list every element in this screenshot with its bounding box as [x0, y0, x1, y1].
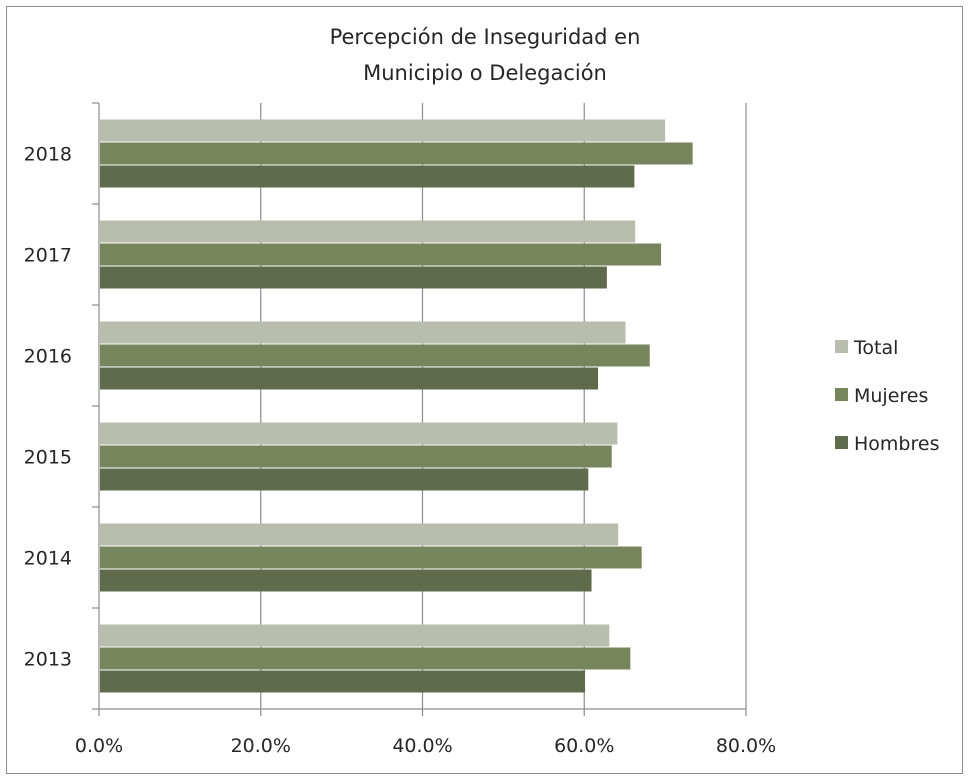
legend-swatch-total [835, 340, 848, 353]
x-tick-label: 40.0% [392, 735, 452, 757]
bar-total-2016 [100, 321, 626, 344]
bar-hombres-2013 [100, 670, 586, 693]
bar-mujeres-2018 [100, 142, 693, 165]
chart-title-line-2: Municipio o Delegación [363, 61, 607, 85]
y-tick-label: 2015 [24, 447, 72, 469]
chart-title-line-1: Percepción de Inseguridad en [330, 25, 641, 49]
legend-label-mujeres: Mujeres [854, 385, 928, 407]
y-tick-label: 2013 [24, 649, 72, 671]
bar-hombres-2016 [100, 367, 598, 390]
bar-total-2013 [100, 624, 610, 647]
bar-hombres-2018 [100, 165, 635, 188]
legend-label-hombres: Hombres [854, 433, 939, 455]
x-tick-label: 80.0% [716, 735, 776, 757]
bar-hombres-2017 [100, 266, 607, 289]
bar-hombres-2015 [100, 468, 589, 491]
bar-total-2018 [100, 119, 666, 142]
legend: Total Mujeres Hombres [835, 337, 939, 455]
y-tick-label: 2016 [24, 346, 72, 368]
legend-label-total: Total [853, 337, 898, 359]
tick-labels: 0.0% 20.0% 40.0% 60.0% 80.0% 2013 2014 2015 2016… [24, 144, 777, 758]
bar-mujeres-2017 [100, 243, 662, 266]
bar-total-2014 [100, 523, 619, 546]
x-tick-label: 0.0% [75, 735, 123, 757]
gridlines [260, 103, 747, 709]
chart-title: Percepción de Inseguridad en Municipio o… [330, 25, 641, 85]
bar-mujeres-2014 [100, 546, 642, 569]
legend-swatch-mujeres [835, 388, 848, 401]
bar-total-2015 [100, 422, 618, 445]
x-tick-label: 60.0% [554, 735, 614, 757]
x-tick-label: 20.0% [231, 735, 291, 757]
y-tick-label: 2014 [24, 548, 72, 570]
bar-hombres-2014 [100, 569, 592, 592]
bar-mujeres-2013 [100, 647, 631, 670]
bar-total-2017 [100, 220, 636, 243]
axes [92, 102, 747, 716]
y-tick-label: 2017 [24, 245, 72, 267]
y-tick-label: 2018 [24, 144, 72, 166]
legend-swatch-hombres [835, 436, 848, 449]
bar-mujeres-2015 [100, 445, 612, 468]
bars [100, 119, 693, 693]
bar-mujeres-2016 [100, 344, 650, 367]
